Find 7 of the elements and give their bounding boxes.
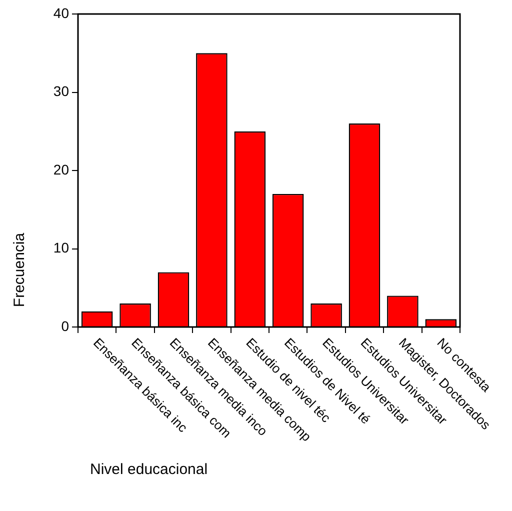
y-tick-label: 0: [61, 318, 70, 334]
y-tick-label: 20: [53, 161, 70, 178]
y-tick-label: 40: [53, 4, 70, 21]
y-tick-label: 30: [53, 83, 70, 100]
y-tick-label: 10: [53, 240, 70, 256]
y-axis-title: Frecuencia: [11, 232, 28, 308]
x-axis-title: Nivel educacional: [90, 461, 208, 478]
